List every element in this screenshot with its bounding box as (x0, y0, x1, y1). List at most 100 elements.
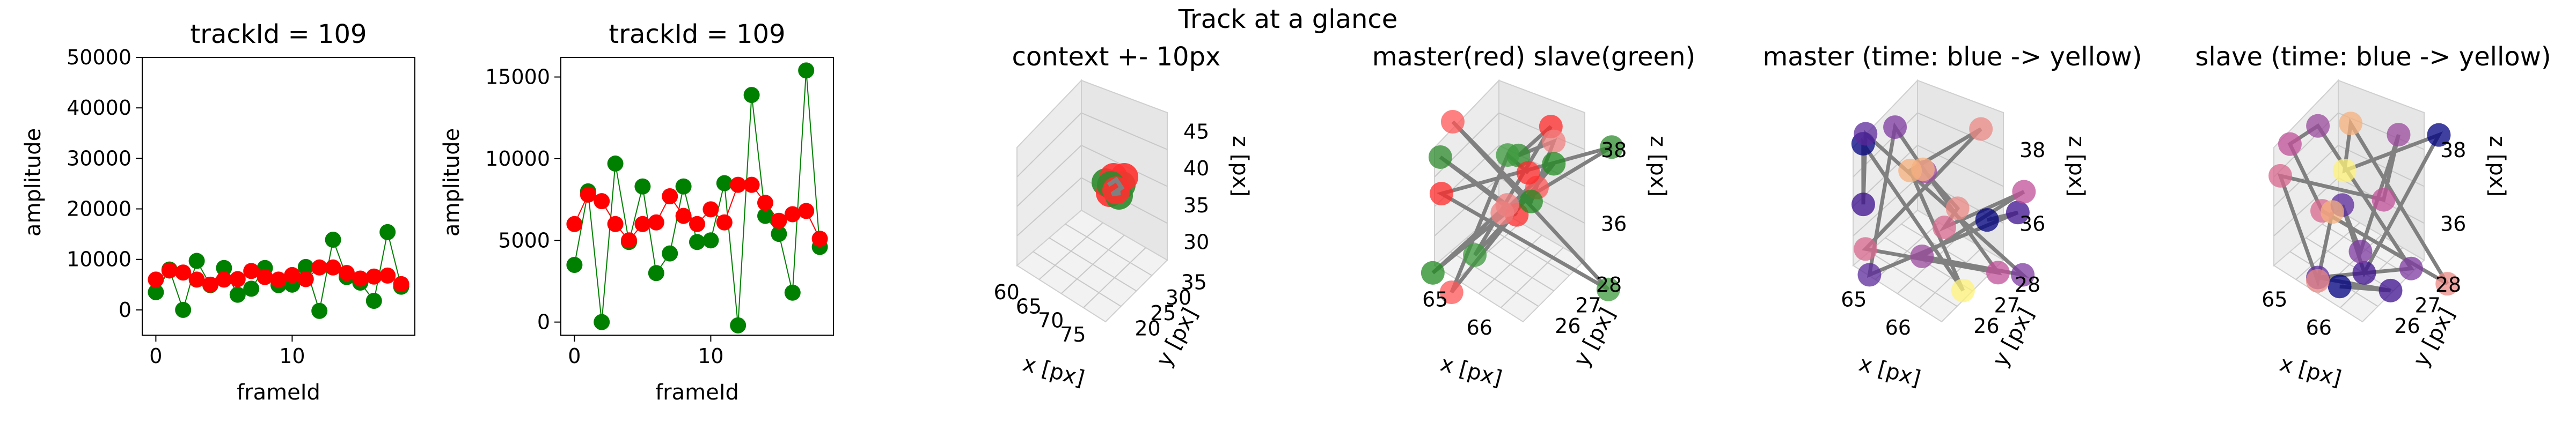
panel-4-point (1519, 189, 1543, 213)
panel-5-ytick-label: 28 (2015, 273, 2040, 297)
panel-1-series-2-point (243, 263, 260, 279)
panel-4-point (1600, 135, 1624, 159)
panel-1-series-2-point (352, 270, 369, 287)
panel-4-point (1428, 145, 1452, 169)
panel-5-xtick-label: 65 (1841, 287, 1867, 311)
panel-1-series-1-point (229, 286, 246, 303)
panel-2-ytick-label: 15000 (485, 65, 550, 89)
panel-2-series-2-point (621, 232, 637, 249)
panel-2-series-1-point (662, 245, 678, 262)
panel-2-series-1-point (566, 256, 583, 273)
panel-5-point (1975, 208, 1999, 232)
panel-4-ytick-label: 28 (1596, 273, 1622, 297)
panel-4-ztick-label: 38 (1601, 138, 1627, 162)
panel-3-ztick-label: 40 (1183, 157, 1209, 180)
panel-5-point (1883, 115, 1907, 139)
panel-2-series-1-line (574, 70, 821, 326)
panel-2-series-1-point (743, 87, 760, 103)
panel-3-ytick-label: 35 (1181, 270, 1207, 294)
panel-2-series-1-point (730, 317, 747, 334)
panel-2-ylabel: amplitude (440, 128, 464, 236)
panel-2-series-2-point (716, 214, 733, 231)
panel-5-grid-line (1853, 177, 1918, 236)
panel-1-series-1-point (325, 231, 341, 248)
panel-6-point (2399, 256, 2423, 280)
panel-2-axes (560, 57, 834, 336)
panel-5-grid-line (1917, 145, 2004, 187)
panel-5-grid-line (1919, 247, 1982, 308)
panel-2-series-2-point (580, 186, 596, 203)
panel-6-grid-line (2306, 237, 2394, 292)
panel-3-grid-line (1016, 177, 1082, 236)
panel-3-ztick-label: 30 (1183, 231, 1209, 254)
panel-2-series-1-point (757, 208, 773, 224)
panel-2-series-2-point (648, 214, 664, 231)
panel-1-series-2-point (379, 267, 396, 284)
panel-2-series-1-point (634, 178, 651, 195)
panel-5-point (1986, 261, 2010, 285)
panel-2-ytick-label: 0 (537, 310, 550, 334)
panel-2-title: trackId = 109 (609, 19, 785, 49)
panel-4-xtick-label: 66 (1467, 316, 1492, 339)
panel-1-series-2-point (311, 259, 328, 276)
panel-6-ytick-label: 28 (2435, 273, 2461, 297)
panel-2-series-2-point (594, 193, 610, 210)
panel-2-series-2-point (771, 212, 787, 229)
panel-5-ztick-label: 36 (2019, 212, 2045, 235)
panel-4-xtick-label: 65 (1422, 287, 1448, 311)
panel-3-grid-line (1083, 247, 1146, 308)
panel-6-point (2379, 278, 2403, 302)
panel-1: trackId = 109 frameId amplitude 0 10 0 1000… (21, 19, 415, 405)
panel-1-ytick-label: 40000 (67, 96, 131, 120)
panel-4-point (1421, 261, 1445, 285)
panel-4-point (1596, 277, 1620, 301)
panel-6-xlabel: x [px] (2277, 351, 2344, 391)
panel-4-point (1429, 182, 1453, 206)
panel-4-zlabel: z [px] (1645, 136, 1670, 197)
panel-2-series-2-point (675, 208, 692, 224)
panel-1-series-2-point (175, 264, 192, 281)
panel-3-xtick-label: 60 (993, 280, 1019, 304)
panel-5-point (1969, 117, 1993, 141)
panel-5: master (time: blue -> yellow) 65 66 262728… (1763, 42, 2142, 391)
panel-4-ytick-label: 27 (1576, 294, 1601, 317)
panel-3-zlabel: z [px] (1228, 136, 1253, 197)
panel-5-point (2011, 263, 2035, 287)
panel-6-point (2427, 123, 2451, 147)
panel-5-ztick-label: 38 (2019, 138, 2045, 162)
panel-1-series-2-point (393, 276, 409, 292)
panel-1-series-2-point (161, 262, 178, 279)
panel-1-series-1-point (297, 258, 314, 275)
panel-2-series-2-point (566, 216, 583, 232)
panel-2-series-1-point (648, 265, 664, 282)
panel-4-ytick-label: 26 (1555, 314, 1580, 338)
panel-6-ztick-label: 36 (2440, 212, 2466, 235)
panel-6-point (2372, 188, 2396, 212)
panel-2-series-1-point (702, 232, 719, 249)
panel-6-xtick-label: 66 (2306, 316, 2332, 339)
panel-5-point (1854, 237, 1878, 261)
panel-2-series-2-point (811, 231, 828, 247)
panel-1-series-2-point (202, 276, 218, 293)
panel-6-point (2306, 269, 2330, 293)
panel-2-series-2-point (702, 201, 719, 218)
panel-2-series-1-point (784, 284, 801, 301)
panel-5-xtick-label: 66 (1885, 316, 1911, 339)
panel-1-ytick-label: 0 (119, 298, 131, 322)
panel-6-point (2352, 261, 2376, 285)
panel-6-point (2268, 164, 2293, 188)
panel-1-ytick-label: 50000 (67, 46, 131, 69)
panel-3-track-line (1107, 176, 1125, 196)
panel-5-zlabel: z [px] (2064, 136, 2089, 197)
panel-4-point (1440, 110, 1465, 134)
panel-2-series-1-point (607, 156, 624, 172)
panel-1-series-2-point (188, 271, 205, 288)
figure-suptitle: Track at a glance (1178, 4, 1398, 34)
panel-3-ytick-label: 20 (1135, 317, 1160, 341)
panel-1-series-2-point (297, 271, 314, 287)
panel-1-xlabel: frameId (237, 380, 320, 405)
panel-4-ztick-label: 36 (1601, 212, 1627, 235)
panel-6-point (2328, 275, 2352, 299)
